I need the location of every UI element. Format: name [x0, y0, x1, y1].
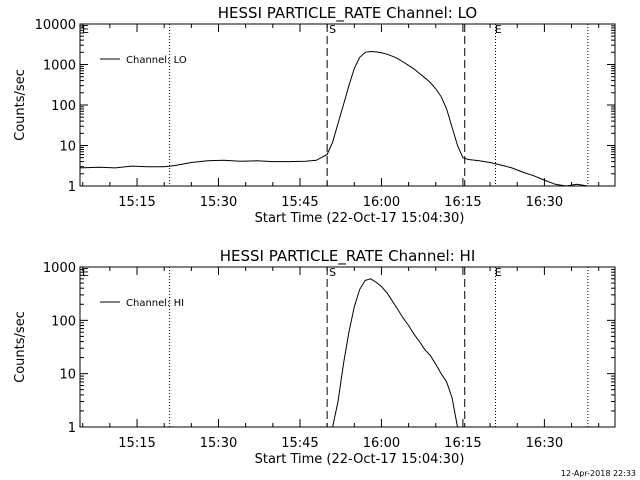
x-tick-label: 15:30: [200, 195, 237, 210]
timestamp-footer: 12-Apr-2018 22:33: [560, 469, 636, 478]
event-marker-label: S: [329, 266, 336, 279]
series-line: [332, 278, 458, 428]
y-axis-label: Counts/sec: [13, 311, 28, 383]
event-marker-label: S: [329, 23, 336, 36]
plot-frame: [79, 23, 616, 187]
event-marker-label: E: [82, 23, 89, 36]
x-tick-label: 16:30: [526, 195, 563, 210]
y-axis-label: Counts/sec: [13, 69, 28, 141]
y-tick-label: 10000: [35, 18, 76, 33]
x-tick-label: 15:45: [281, 195, 318, 210]
y-tick-label: 1: [68, 421, 76, 436]
legend-label: Channel: LO: [126, 55, 187, 66]
x-tick-label: 16:00: [363, 436, 400, 451]
y-tick-label: 10: [59, 368, 76, 383]
y-tick-label: 100: [51, 314, 76, 329]
y-tick-label: 1000: [43, 59, 76, 74]
legend-label: Channel: HI: [126, 298, 184, 309]
y-tick-label: 10: [59, 140, 76, 155]
x-tick-label: 15:45: [281, 436, 318, 451]
x-tick-label: 15:30: [200, 436, 237, 451]
chart-title: HESSI PARTICLE_RATE Channel: LO: [218, 4, 477, 23]
x-axis-label: Start Time (22-Oct-17 15:04:30): [255, 452, 465, 467]
x-tick-label: 15:15: [118, 436, 155, 451]
x-axis-label: Start Time (22-Oct-17 15:04:30): [255, 211, 465, 226]
event-marker-label: E: [495, 266, 502, 279]
event-marker-label: E: [82, 266, 89, 279]
chart-title: HESSI PARTICLE_RATE Channel: HI: [220, 247, 476, 266]
plot-frame: [79, 266, 616, 428]
event-marker-label: E: [495, 23, 502, 36]
x-tick-label: 16:15: [444, 195, 481, 210]
y-tick-label: 100: [51, 99, 76, 114]
x-tick-label: 16:30: [526, 436, 563, 451]
x-tick-label: 15:15: [118, 195, 155, 210]
x-tick-label: 16:15: [444, 436, 481, 451]
series-line: [79, 50, 588, 187]
y-tick-label: 1000: [43, 261, 76, 276]
y-tick-label: 1: [68, 180, 76, 195]
x-tick-label: 16:00: [363, 195, 400, 210]
